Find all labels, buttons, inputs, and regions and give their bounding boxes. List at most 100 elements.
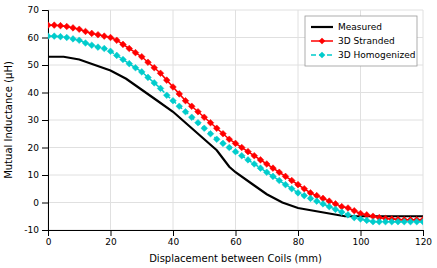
legend-item: 3D Stranded [311,36,395,46]
series-marker [126,60,133,67]
y-axis: -10010203040506070 [24,5,48,235]
series-marker [95,31,102,38]
y-tick: 10 [28,170,48,180]
series-marker [138,69,145,76]
series-marker [157,70,164,77]
series-marker [351,207,358,214]
series-line [48,57,423,217]
series-marker [207,130,214,137]
series-marker [63,23,70,30]
series-marker [213,136,220,143]
series-marker [251,161,258,168]
y-tick-label: 30 [28,115,40,125]
y-axis-title: Mutual Inductance (μH) [3,61,14,179]
series-marker [163,92,170,99]
series-marker [201,114,208,121]
grid [48,10,423,230]
y-grid-line [48,10,423,11]
series-line [48,25,423,220]
series-marker [338,209,345,216]
series-marker [276,177,283,184]
series-marker [270,165,277,172]
y-grid-line [48,120,423,121]
series-marker [170,84,177,91]
y-grid-line [48,202,423,203]
series-marker [182,108,189,115]
series-marker [382,218,389,225]
series-marker [107,34,114,41]
y-grid-line [48,175,423,176]
y-tick: -10 [24,225,48,235]
series-marker [226,144,233,151]
series-marker [288,185,295,192]
series-marker [76,37,83,44]
series-marker [51,33,58,40]
series-marker [70,36,77,43]
series-marker [195,119,202,126]
series-marker [351,214,358,221]
legend-item: Measured [311,22,382,32]
series-marker [188,103,195,110]
y-tick-mark [42,10,48,11]
x-tick-label: 80 [293,237,305,247]
series-marker [301,185,308,192]
series-marker [345,205,352,212]
series-marker [176,91,183,98]
legend-swatch [311,26,333,28]
marks [48,22,423,225]
x-tick-mark [423,230,424,236]
series-marker [288,177,295,184]
series-marker [413,218,420,225]
y-tick-label: 50 [28,60,40,70]
y-tick: 30 [28,115,48,125]
chart: 020406080100120-10010203040506070Measure… [0,0,437,268]
series-marker [282,173,289,180]
legend-label: 3D Homogenized [338,50,416,60]
y-tick-mark [42,65,48,66]
series-marker [376,218,383,225]
y-tick-mark [42,93,48,94]
y-tick: 70 [28,5,48,15]
series-marker [201,125,208,132]
legend-label: Measured [338,22,382,32]
series-marker [107,48,114,55]
series-marker [120,56,127,63]
series-marker [113,37,120,44]
legend-label: 3D Stranded [338,36,395,46]
series-marker [270,173,277,180]
x-tick-label: 120 [415,237,432,247]
x-tick-mark [298,230,299,236]
series-marker [88,42,95,49]
series-marker [388,218,395,225]
x-axis: 020406080100120 [46,230,433,247]
y-tick-mark [42,148,48,149]
series-marker [63,34,70,41]
series-marker [82,40,89,47]
y-axis-line [42,11,49,231]
series-marker [151,80,158,87]
series-marker [57,22,64,29]
x-axis-line [49,231,424,237]
series-marker [370,218,377,225]
series-marker [263,161,270,168]
x-tick: 120 [415,230,432,247]
y-tick: 0 [33,198,48,208]
series-marker [120,41,127,48]
series-marker [57,33,64,40]
series-marker [188,114,195,121]
series-marker [145,74,152,81]
x-tick-label: 0 [46,237,52,247]
series-marker [326,203,333,210]
x-tick-mark [361,230,362,236]
x-tick-label: 60 [230,237,242,247]
legend-marker [319,52,326,59]
x-tick: 100 [352,230,369,247]
x-tick: 20 [105,230,117,247]
series-marker [407,218,414,225]
series-marker [101,45,108,52]
x-tick: 60 [230,230,242,247]
series-marker [113,52,120,59]
y-tick-mark [42,203,48,204]
y-tick-label: 40 [28,88,40,98]
legend-box [305,16,417,66]
